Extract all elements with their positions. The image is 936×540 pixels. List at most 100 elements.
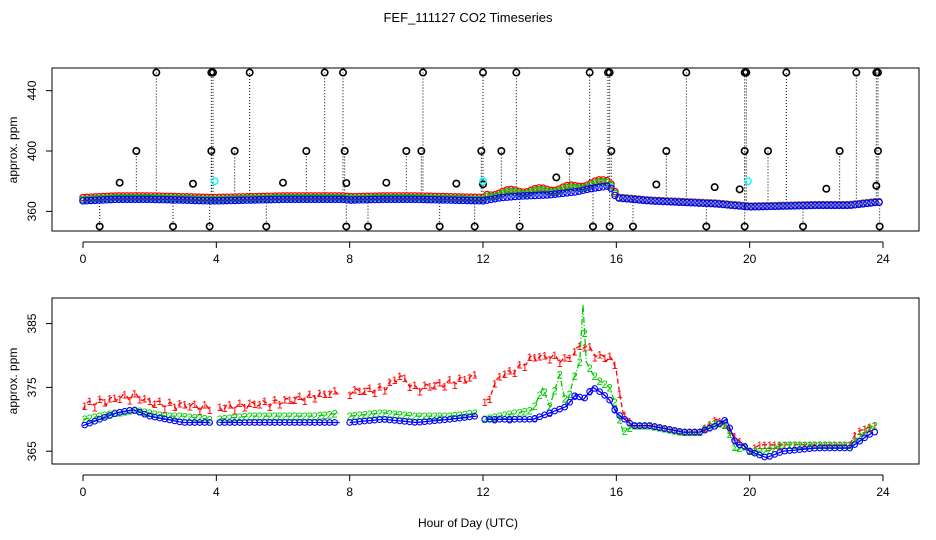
series-3-label: 3	[612, 405, 618, 417]
series-3-point	[686, 428, 694, 436]
series-2-point	[511, 188, 519, 196]
top-y-tick-label: 440	[25, 80, 39, 100]
series-1-label: 1	[752, 443, 758, 455]
outlier-point	[230, 147, 239, 156]
series-3-point	[383, 195, 391, 204]
series-1-label: 1	[312, 393, 318, 405]
series-2-line	[486, 304, 874, 453]
series-2-label: 2	[622, 426, 628, 438]
series-1-label: 1	[257, 400, 263, 412]
series-2-point	[599, 177, 607, 186]
series-3-point	[411, 195, 419, 204]
series-3-point	[186, 419, 194, 426]
series-1-label: 1	[772, 440, 778, 452]
outlier-point	[652, 180, 661, 189]
series-2-label: 2	[522, 406, 528, 418]
series-3-point	[711, 422, 719, 430]
series-1-label: 1	[587, 342, 593, 354]
series-3-point	[699, 199, 707, 208]
series-3-point	[595, 183, 603, 192]
series-2-label: 2	[867, 423, 873, 435]
series-3-point	[386, 416, 394, 424]
series-3-point	[443, 196, 451, 204]
outlier-point	[835, 147, 844, 156]
series-3-point	[223, 196, 231, 205]
series-3-point	[606, 396, 614, 404]
series-3-point	[436, 416, 444, 424]
series-3-point	[287, 195, 295, 204]
series-3-point	[643, 196, 651, 205]
bottom-x-tick-label: 4	[213, 485, 220, 499]
series-2-label: 2	[87, 413, 93, 425]
series-3-point	[739, 202, 747, 211]
series-3-point	[147, 195, 155, 204]
series-3-point	[359, 195, 367, 204]
series-3-point	[276, 419, 284, 426]
series-3-point	[387, 195, 395, 204]
series-3-point	[183, 196, 191, 204]
series-1-label: 1	[87, 396, 93, 408]
series-3-point	[591, 385, 599, 392]
series-2-label: 2	[322, 410, 328, 422]
series-3-point	[275, 195, 283, 204]
series-2-point	[523, 189, 531, 198]
series-2-label: 2	[187, 412, 193, 424]
series-3-point	[803, 201, 811, 210]
series-2-point	[531, 186, 539, 195]
series-2-label: 2	[777, 441, 783, 453]
series-2-label: 2	[492, 412, 498, 424]
series-1-label: 1	[317, 388, 323, 400]
series-3-point	[611, 406, 619, 414]
series-2-label: 2	[467, 409, 473, 421]
series-3-point	[403, 195, 411, 204]
series-1-label: 1	[767, 440, 773, 452]
series-3-point	[327, 195, 335, 204]
series-3-point	[499, 193, 507, 202]
series-3-point	[539, 191, 547, 199]
series-2-label: 2	[607, 382, 613, 394]
series-3-point	[719, 200, 727, 209]
series-3-point	[416, 418, 424, 426]
series-1-label: 1	[512, 368, 518, 380]
series-3-point	[447, 196, 455, 204]
series-2-label: 2	[142, 407, 148, 419]
series-1-label: 1	[522, 362, 528, 374]
series-3-point	[639, 196, 647, 205]
series-2-label: 2	[507, 409, 513, 421]
bottom-x-tick-label: 20	[743, 485, 757, 499]
series-3-point	[266, 419, 274, 426]
series-3-point	[87, 196, 95, 205]
series-1-label: 1	[452, 380, 458, 392]
outlier-point	[132, 147, 141, 156]
series-3-point	[826, 444, 834, 452]
series-2-label: 2	[237, 412, 243, 424]
series-3-point	[323, 195, 331, 204]
series-3-point	[131, 195, 139, 204]
series-1-label: 1	[127, 396, 133, 408]
top-y-tick-label: 360	[25, 201, 39, 221]
series-3-point	[551, 190, 559, 198]
series-3-point	[847, 201, 855, 209]
series-1-label: 1	[577, 341, 583, 353]
series-3-point	[111, 195, 119, 204]
series-3-point	[466, 413, 474, 421]
series-1-label: 1	[392, 375, 398, 387]
series-1-label: 1	[287, 395, 293, 407]
series-3-point	[155, 195, 163, 204]
series-2-label: 2	[632, 421, 638, 433]
series-1-label: 1	[797, 440, 803, 452]
series-2-point	[507, 187, 515, 196]
series-2-label: 2	[672, 425, 678, 437]
series-3-point	[855, 200, 863, 209]
series-1-label: 1	[612, 360, 618, 372]
series-3-point	[481, 415, 489, 423]
series-3-point	[819, 201, 827, 210]
series-3-point	[675, 198, 683, 206]
series-2-label: 2	[537, 390, 543, 402]
series-2-label: 2	[197, 413, 203, 425]
series-3-point	[651, 197, 659, 205]
bottom-x-tick-label: 0	[80, 485, 87, 499]
